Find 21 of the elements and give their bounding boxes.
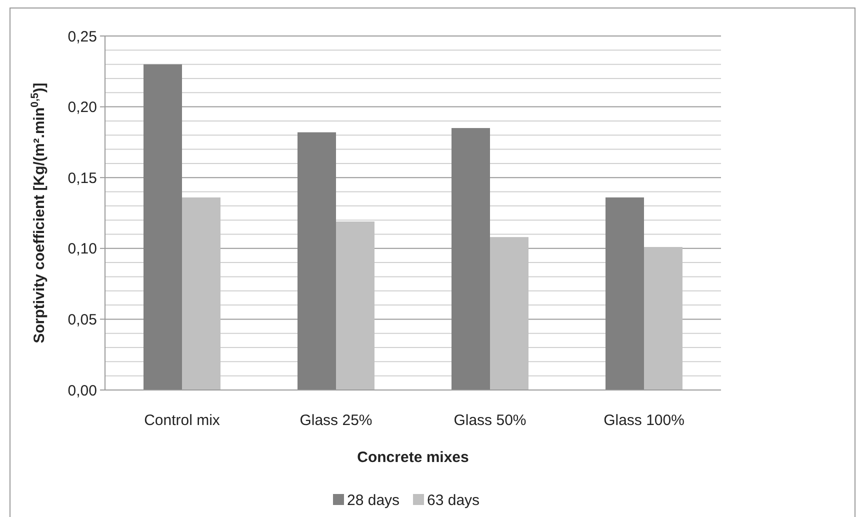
legend-label: 28 days (347, 492, 400, 509)
bar (298, 132, 336, 390)
y-tick-label: 0,20 (68, 99, 97, 116)
y-tick-label: 0,25 (68, 28, 97, 46)
bar (336, 221, 374, 390)
bar (490, 237, 528, 390)
bar (182, 197, 220, 390)
y-tick-label: 0,10 (68, 240, 97, 258)
x-tick-label: Glass 50% (454, 412, 526, 429)
y-tick-label: 0,00 (68, 382, 97, 400)
bar (452, 128, 490, 390)
y-tick-label: 0,15 (68, 170, 97, 187)
x-tick-label: Glass 25% (300, 412, 372, 429)
x-tick-label: Control mix (144, 412, 220, 429)
x-tick-label: Glass 100% (604, 412, 684, 429)
bar (644, 246, 682, 390)
bar (606, 197, 644, 390)
bar (144, 64, 182, 390)
y-tick-label: 0,05 (68, 311, 97, 328)
x-axis-title: Concrete mixes (357, 449, 469, 466)
legend-label: 63 days (427, 492, 480, 509)
